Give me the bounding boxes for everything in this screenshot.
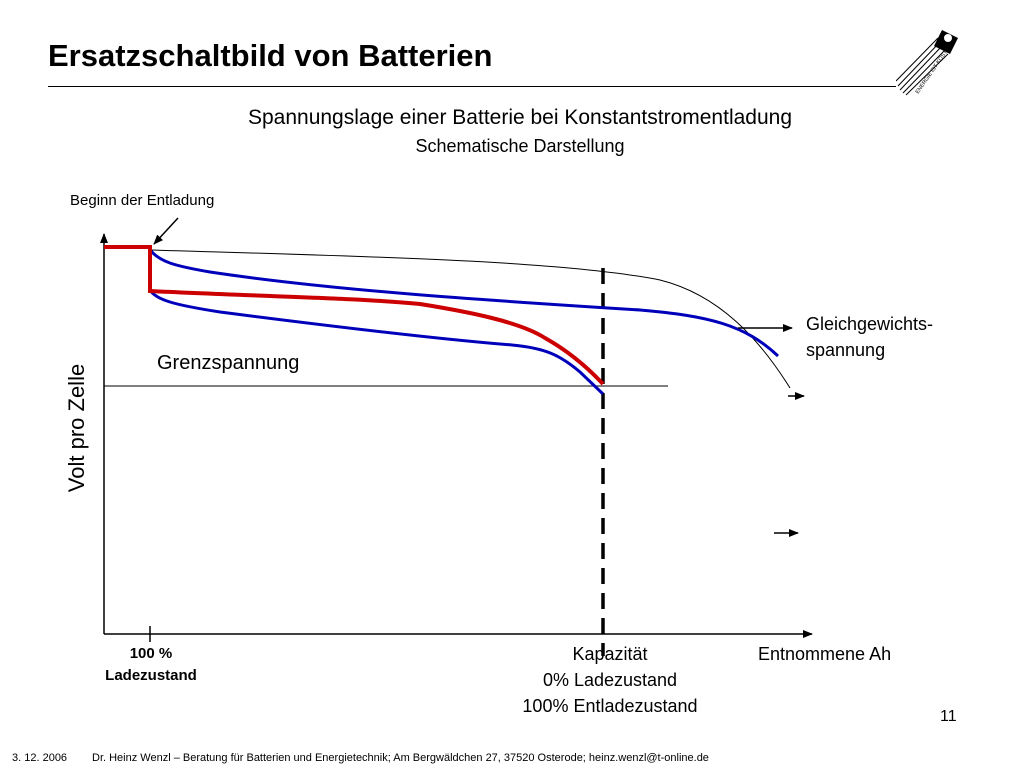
start-label: Beginn der Entladung [70, 192, 215, 209]
logo-diamond [934, 30, 958, 54]
start-annotation-arrow [153, 217, 179, 245]
equilibrium-label-line2: spannung [806, 340, 886, 360]
chart-title: Spannungslage einer Batterie bei Konstan… [247, 106, 793, 129]
title-rule [48, 86, 896, 87]
capacity-label-line2: 0% Ladezustand [542, 670, 678, 690]
red-discharge-curve [104, 245, 605, 386]
logo-rays [895, 37, 949, 96]
full-charge-label-line2: Ladezustand [105, 667, 197, 684]
logo-sun [944, 34, 952, 42]
chart-subtitle: Schematische Darstellung [415, 136, 625, 156]
footer-text: Dr. Heinz Wenzl – Beratung für Batterien… [92, 752, 709, 764]
full-charge-label-line1: 100 % [129, 645, 173, 662]
upper-blue-curve [148, 249, 780, 358]
equilibrium-voltage-curve [149, 249, 791, 389]
x-axis-label: Entnommene Ah [758, 644, 892, 664]
equilibrium-label-line1: Gleichgewichts- [806, 314, 934, 334]
capacity-label-line1: Kapazität [572, 644, 648, 664]
lower-blue-curve [148, 289, 605, 396]
footer-date: 3. 12. 2006 [12, 752, 68, 764]
capacity-label-line3: 100% Entladezustand [522, 696, 698, 716]
energie-logo-icon: ENERGIE IST KOSTBAR [895, 24, 962, 96]
y-axis-label: Volt pro Zelle [64, 363, 89, 493]
limit-voltage-label: Grenzspannung [157, 352, 300, 374]
page-title: Ersatzschaltbild von Batterien [48, 38, 493, 73]
page-number: 11 [940, 708, 957, 725]
